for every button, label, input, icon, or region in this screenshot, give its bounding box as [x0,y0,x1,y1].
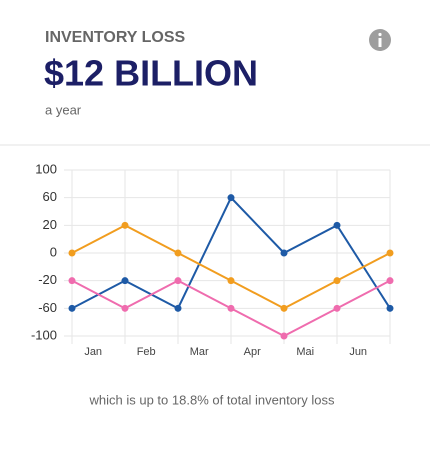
point [121,221,129,229]
x-tick-label: Mai [296,346,314,358]
subtitle: a year [45,102,82,117]
x-tick-label: Jan [84,346,102,358]
y-tick-label: -20 [38,272,57,287]
x-tick-label: Apr [244,346,261,358]
point [121,304,129,312]
point [174,277,182,285]
point [280,304,288,312]
point [333,304,341,312]
point [333,277,341,285]
y-tick-label: 20 [43,217,57,232]
point [121,277,129,285]
point [174,249,182,257]
info-icon[interactable] [369,29,391,51]
point [68,277,76,285]
x-tick-label: Jun [349,346,367,358]
point [386,277,394,285]
headline: $12 BILLION [44,53,258,94]
point [68,249,76,257]
y-tick-label: -60 [38,300,57,315]
point [227,277,235,285]
point [174,304,182,312]
point [227,304,235,312]
footnote: which is up to 18.8% of total inventory … [89,392,335,407]
y-tick-label: -100 [31,327,57,342]
point [280,249,288,257]
y-tick-label: 100 [35,161,57,176]
point [386,249,394,257]
kicker: INVENTORY LOSS [45,29,186,46]
point [68,304,76,312]
point [386,304,394,312]
x-tick-label: Feb [137,346,156,358]
info-dot[interactable] [378,32,382,37]
point [333,221,341,229]
point [227,194,235,202]
y-tick-label: 0 [50,244,57,259]
x-tick-label: Mar [190,346,209,358]
info-bar[interactable] [378,38,382,47]
point [280,332,288,340]
y-tick-label: 60 [43,189,57,204]
